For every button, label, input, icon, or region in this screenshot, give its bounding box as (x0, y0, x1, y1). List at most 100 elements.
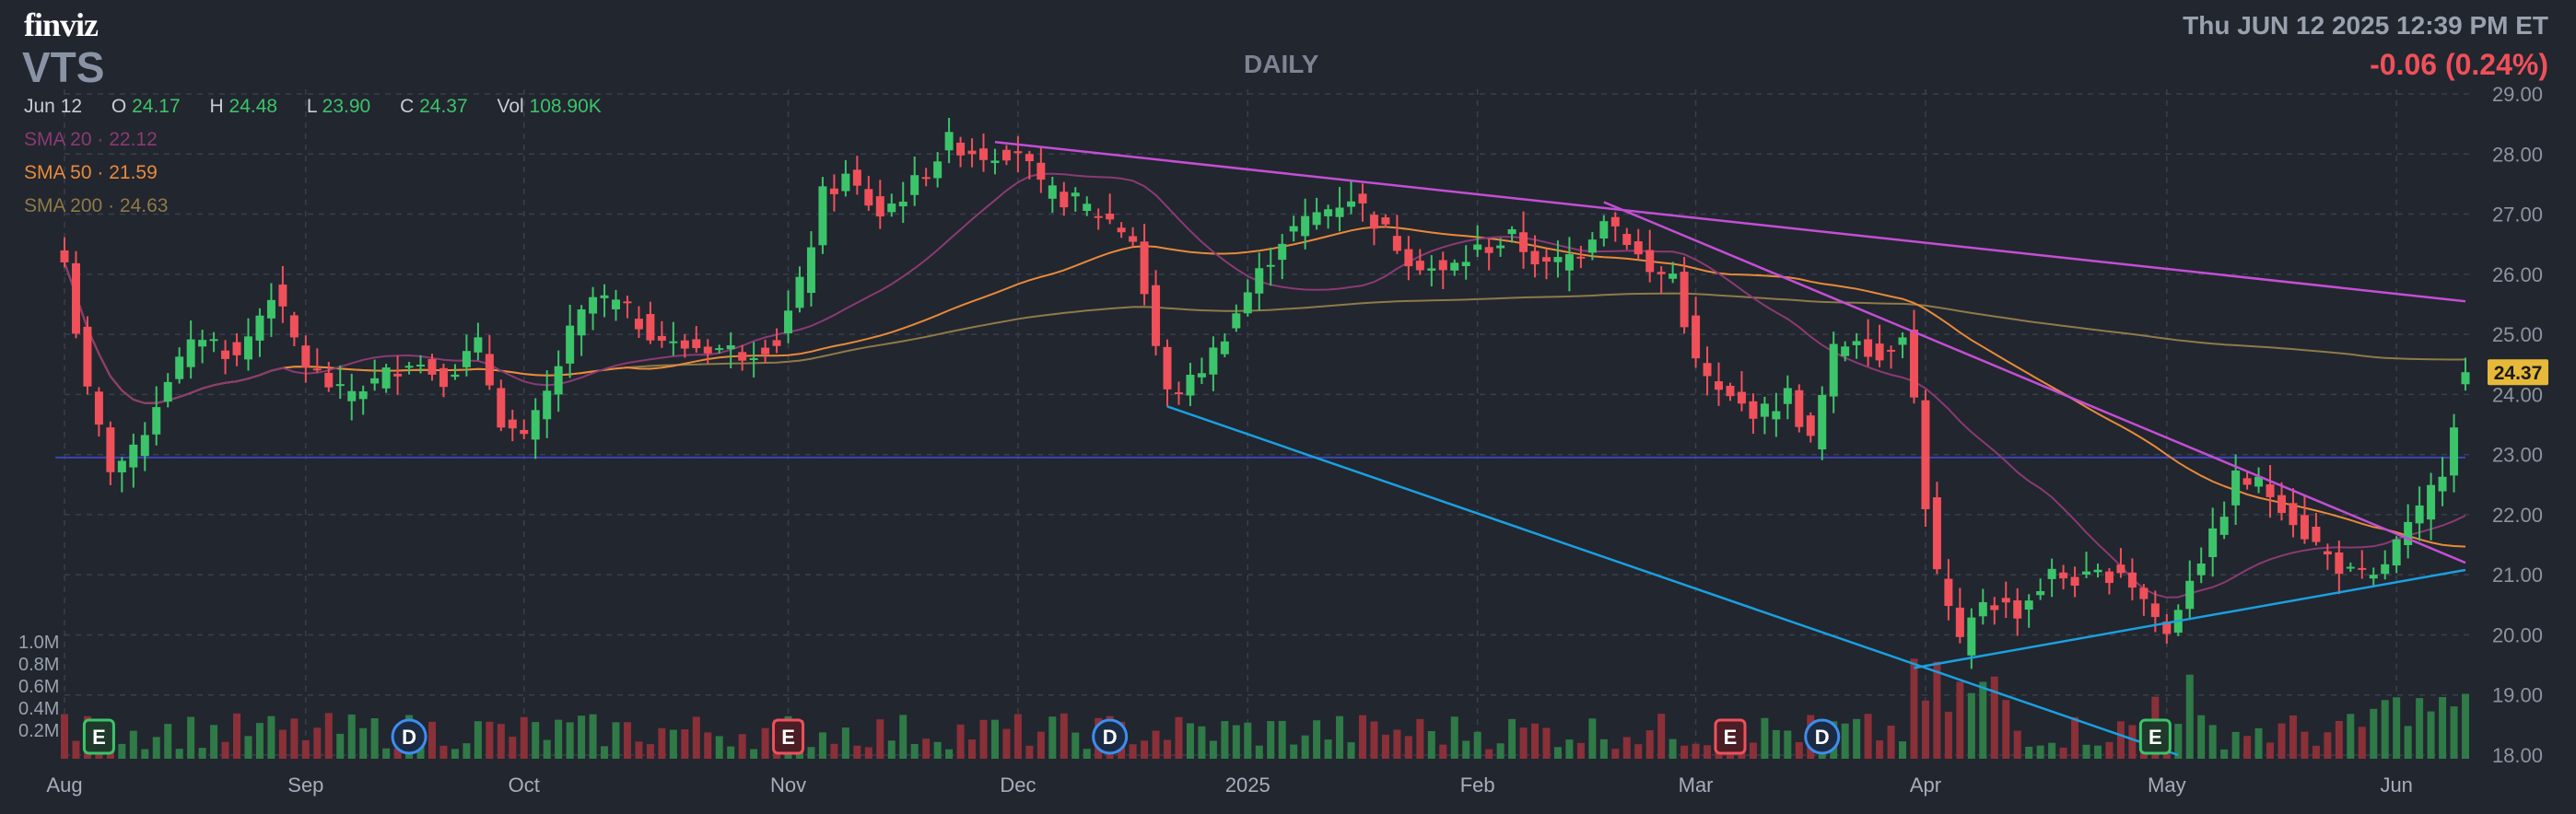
candle (1760, 396, 1769, 435)
candle-body (2254, 476, 2264, 487)
volume-bar (1186, 723, 1194, 759)
candle-body (255, 315, 264, 341)
volume-bar (1841, 723, 1849, 759)
candle-body (634, 319, 643, 330)
candle (1001, 145, 1011, 166)
candle (1335, 187, 1344, 232)
badge-letter: D (1103, 726, 1118, 749)
candle-body (1507, 229, 1516, 235)
candle-body (129, 444, 138, 468)
candle (1703, 346, 1712, 396)
candle (1921, 390, 1930, 527)
volume-bar (2289, 715, 2297, 759)
candle (186, 320, 195, 379)
candle-body (347, 390, 357, 401)
candle-body (2335, 552, 2344, 575)
candle (1990, 597, 1999, 625)
volume-bar (2254, 727, 2263, 759)
volume-bar (1324, 739, 1332, 759)
candle (1749, 393, 1758, 435)
candle (312, 348, 322, 373)
candle-body (795, 276, 804, 308)
finviz-logo[interactable]: finviz (24, 6, 99, 43)
volume-bar (1645, 730, 1654, 759)
candle-body (1818, 394, 1827, 450)
candle-body (2059, 572, 2068, 579)
candle (990, 148, 1000, 175)
candle-body (1266, 264, 1275, 267)
candle (60, 237, 69, 268)
candle-body (358, 391, 368, 400)
volume-bar (1290, 744, 1298, 759)
sma20-legend[interactable]: SMA 20 · 22.12 (24, 129, 158, 150)
volume-bar (1899, 741, 1907, 759)
candle-body (427, 359, 437, 375)
volume-bar (61, 714, 68, 759)
candle-body (1657, 272, 1666, 274)
candle-body (1461, 262, 1470, 267)
candle (2219, 501, 2229, 540)
candle (140, 422, 149, 471)
candle-body (232, 342, 241, 355)
candle-body (2266, 484, 2275, 497)
x-tick-label: Nov (770, 773, 806, 797)
candle-body (979, 148, 989, 160)
candle-body (2323, 551, 2332, 555)
candle-body (221, 350, 230, 359)
badge-shape (772, 718, 805, 755)
candle-body (1944, 578, 1953, 607)
candle (1507, 226, 1516, 243)
volume-bar (1381, 734, 1389, 759)
badge-letter: E (781, 726, 795, 749)
candle (1772, 392, 1781, 437)
candle (956, 136, 966, 168)
volume-bar (486, 721, 494, 759)
volume-bar (393, 748, 402, 759)
candle (1117, 222, 1126, 238)
timeframe-label[interactable]: DAILY (1244, 50, 1319, 78)
volume-bar (532, 722, 540, 759)
volume-bar (2071, 716, 2079, 759)
candle (1875, 324, 1884, 367)
candle-body (1967, 617, 1976, 656)
candle-body (2231, 470, 2241, 506)
candle (2059, 564, 2068, 590)
volume-bar (589, 714, 597, 759)
x-tick-label: May (2148, 773, 2186, 797)
volume-bar (175, 749, 183, 759)
low-label: L (306, 96, 317, 117)
candle (612, 289, 621, 321)
volume-bar (2128, 725, 2137, 759)
candle (209, 331, 218, 353)
candle (749, 342, 758, 378)
volume-bar (2082, 744, 2090, 759)
ohlc-readout: Jun 12 O 24.17 H 24.48 L 23.90 C 24.37 V… (24, 96, 626, 118)
candle (829, 174, 838, 212)
candle (2404, 504, 2413, 559)
candle-body (956, 142, 966, 156)
volume-bar (1278, 720, 1286, 759)
volume-bar (439, 745, 448, 759)
earnings-badge-icon: E (82, 718, 115, 755)
candle (1347, 180, 1356, 215)
candle (531, 398, 540, 459)
volume-bar (1221, 721, 1229, 759)
candle-body (566, 325, 575, 364)
candle-body (1530, 250, 1540, 265)
candle-body (1864, 339, 1873, 357)
candle (106, 421, 115, 485)
sma200-legend[interactable]: SMA 200 · 24.63 (24, 195, 169, 216)
volume-bar (221, 741, 229, 759)
volume-bar (1519, 727, 1528, 759)
high-label: H (209, 96, 224, 117)
candle-body (623, 301, 632, 304)
sma50-legend[interactable]: SMA 50 · 21.59 (24, 162, 158, 183)
candle (1610, 212, 1620, 242)
candle-body (2312, 527, 2321, 542)
candle (2323, 543, 2332, 570)
volume-bar (2208, 725, 2217, 759)
candle-body (312, 368, 322, 371)
volume-bar (1508, 718, 1516, 759)
high-value: 24.48 (228, 96, 278, 117)
